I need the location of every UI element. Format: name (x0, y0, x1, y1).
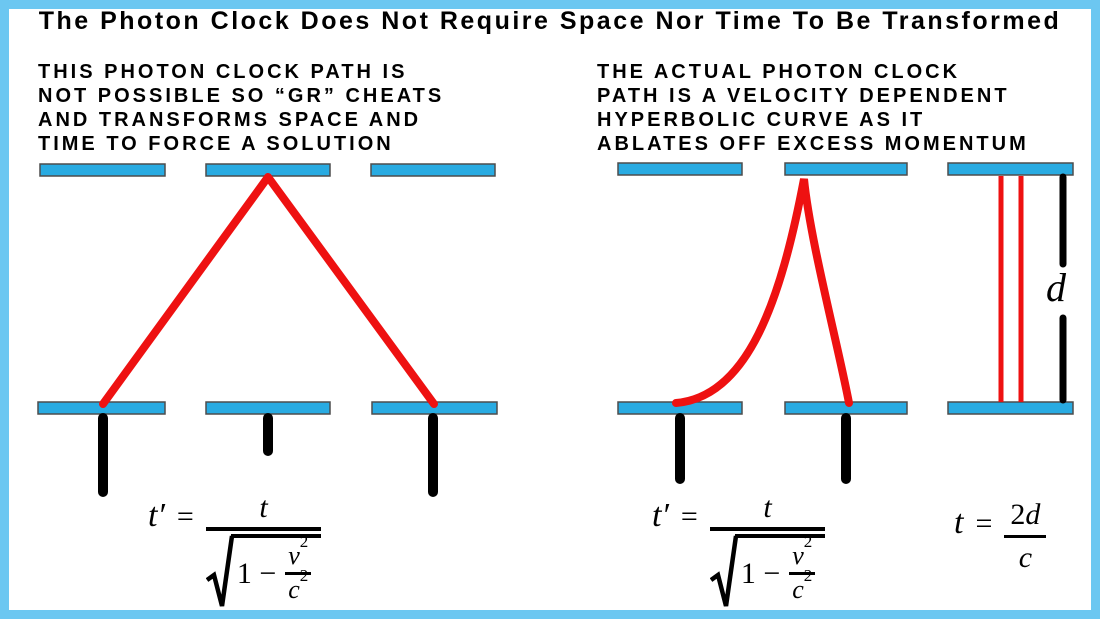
photon-path-triangle (99, 173, 438, 408)
mirror-bar (617, 162, 743, 176)
radicand: 1 − v2 c2 (734, 533, 826, 605)
formula-lhs: t′ (148, 497, 165, 534)
distance-label: d (1046, 265, 1066, 310)
fraction: t 1 − v2 c2 (709, 491, 826, 614)
caption-line: TIME TO FORCE A SOLUTION (38, 133, 394, 155)
caption-line: ABLATES OFF EXCESS MOMENTUM (597, 133, 1029, 155)
inner-denominator: c2 (792, 567, 812, 604)
square-root: 1 − v2 c2 (709, 533, 826, 614)
left-clock-stems (98, 413, 438, 497)
equals-sign: = (975, 507, 993, 540)
fraction-numerator: 2d (1004, 498, 1046, 533)
left-bottom-mirrors (37, 401, 498, 415)
vertical-photon-paths (998, 176, 1024, 402)
formula-lhs: t (954, 504, 964, 541)
inner-fraction: v2 c2 (285, 533, 312, 604)
caption-line: NOT POSSIBLE SO “GR” CHEATS (38, 85, 445, 107)
mirror-bar (205, 401, 331, 415)
inner-numerator: v2 (285, 533, 312, 575)
caption-line: THIS PHOTON CLOCK PATH IS (38, 61, 408, 83)
caption-line: THE ACTUAL PHOTON CLOCK (597, 61, 961, 83)
main-title: The Photon Clock Does Not Require Space … (38, 7, 1062, 35)
time-dilation-formula-left: t′ = t 1 − v2 c2 (148, 491, 322, 614)
right-bottom-mirrors (617, 401, 1074, 415)
round-trip-time-formula: t = 2d c (954, 498, 1047, 576)
right-panel-caption: THE ACTUAL PHOTON CLOCK PATH IS A VELOCI… (597, 60, 1029, 156)
radical-sign-icon (205, 535, 234, 607)
mirror-bar (370, 163, 496, 177)
fraction: 2d c (1004, 498, 1047, 576)
inner-fraction: v2 c2 (789, 533, 816, 604)
fraction-numerator: t (763, 491, 772, 524)
equals-sign: = (176, 500, 194, 533)
exponent: 2 (803, 566, 813, 586)
mirror-bar (947, 401, 1074, 415)
inner-denominator: c2 (288, 567, 308, 604)
radicand: 1 − v2 c2 (230, 533, 322, 605)
mirror-bar (947, 162, 1074, 176)
fraction-numerator: t (259, 491, 268, 524)
caption-line: PATH IS A VELOCITY DEPENDENT (597, 85, 1010, 107)
fraction-denominator: c (1018, 541, 1033, 574)
caption-line: AND TRANSFORMS SPACE AND (38, 109, 422, 131)
inner-numerator: v2 (789, 533, 816, 575)
exponent: 2 (803, 532, 813, 552)
equals-sign: = (680, 500, 698, 533)
variable-c: c (288, 575, 300, 604)
fraction: t 1 − v2 c2 (205, 491, 322, 614)
exponent: 2 (299, 566, 309, 586)
diagram-canvas (9, 9, 1091, 610)
photon-path-hyperbolic (672, 178, 853, 407)
right-top-mirrors (617, 162, 1074, 176)
left-panel-caption: THIS PHOTON CLOCK PATH IS NOT POSSIBLE S… (38, 60, 444, 156)
one-minus-term: 1 − (740, 556, 781, 590)
mirror-bar (784, 162, 908, 176)
one-minus-term: 1 − (236, 556, 277, 590)
variable-v: v (792, 541, 804, 570)
square-root: 1 − v2 c2 (205, 533, 322, 614)
fraction-bar (205, 527, 322, 531)
time-dilation-formula-right: t′ = t 1 − v2 c2 (652, 491, 826, 614)
formula-lhs: t′ (652, 497, 669, 534)
left-top-mirrors (39, 163, 496, 177)
exponent: 2 (299, 532, 309, 552)
variable-v: v (288, 541, 300, 570)
fraction-bar (709, 527, 826, 531)
fraction-bar (1004, 535, 1047, 538)
mirror-bar (39, 163, 166, 177)
variable-c: c (792, 575, 804, 604)
caption-line: HYPERBOLIC CURVE AS IT (597, 109, 926, 131)
variable-d: d (1025, 498, 1041, 531)
coefficient: 2 (1010, 498, 1026, 531)
right-clock-stems (675, 413, 851, 484)
radical-sign-icon (709, 535, 738, 607)
